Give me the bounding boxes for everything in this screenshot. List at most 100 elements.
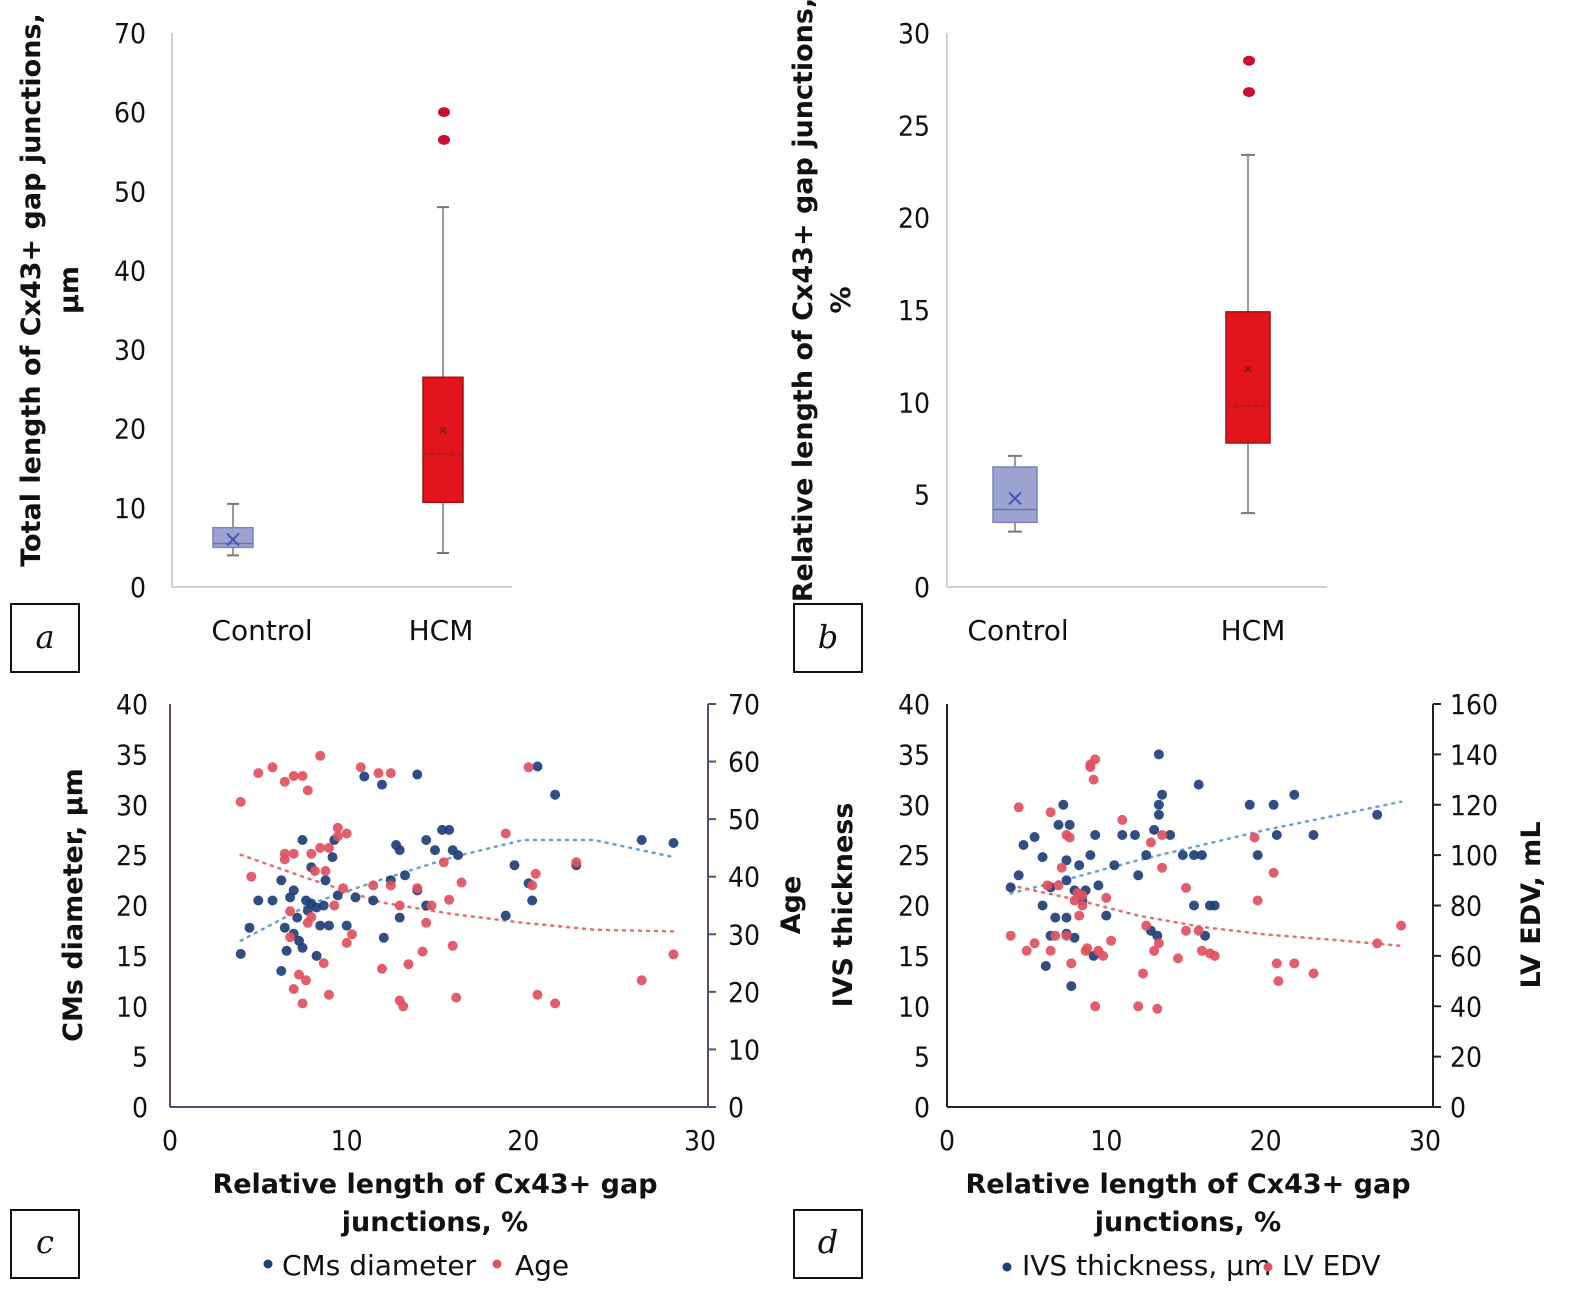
panel-b-y-ticks: 0 5 10 15 20 25 30 bbox=[898, 17, 930, 604]
panel-d-y-right-tick: 0 bbox=[1450, 1091, 1466, 1124]
panel-d-point-lv-edv bbox=[1061, 930, 1072, 941]
outlier-point bbox=[1243, 55, 1255, 66]
panel-a-y-tick: 70 bbox=[114, 17, 146, 50]
panel-c-y-right-tick: 0 bbox=[728, 1091, 744, 1124]
panel-d-point-lv-edv bbox=[1141, 920, 1152, 931]
panel-d-point-ivs-thickness-m bbox=[1069, 932, 1080, 943]
panel-c-point-age bbox=[309, 866, 320, 876]
panel-c-y-right-tick: 10 bbox=[728, 1033, 760, 1066]
panel-d-y-right-tick: 20 bbox=[1450, 1041, 1482, 1074]
panel-c-point-cms-diameter bbox=[281, 945, 292, 956]
panel-c-point-age bbox=[324, 989, 334, 1000]
panel-c-y-left-tick: 35 bbox=[116, 738, 148, 771]
panel-c-point-age bbox=[668, 949, 679, 960]
panel-d-point-lv-edv bbox=[1053, 880, 1064, 891]
panel-c-point-cms-diameter bbox=[341, 920, 352, 931]
panel-c-point-cms-diameter bbox=[297, 835, 308, 845]
panel-d-point-lv-edv bbox=[1249, 832, 1260, 843]
panel-c-x-tick: 20 bbox=[507, 1124, 539, 1157]
panel-d-point-lv-edv bbox=[1308, 968, 1319, 979]
panel-d-point-lv-edv bbox=[1013, 802, 1024, 813]
panel-c-point-age bbox=[306, 848, 317, 859]
panel-c-point-age bbox=[324, 842, 334, 853]
panel-d-point-lv-edv bbox=[1064, 832, 1075, 843]
panel-c-point-age bbox=[341, 828, 352, 839]
panel-d-y-right-label: LV EDV, mL bbox=[1516, 821, 1547, 988]
panel-d-point-lv-edv bbox=[1005, 930, 1016, 941]
panel-c-point-age bbox=[500, 828, 511, 839]
panel-c-point-age bbox=[355, 762, 366, 773]
panel-c-y-right-tick: 20 bbox=[728, 976, 760, 1009]
panel-a-y-label-line1: Total length of Cx43+ gap junctions, bbox=[16, 13, 47, 567]
panel-d-point-lv-edv bbox=[1372, 938, 1383, 949]
panel-d-point-ivs-thickness-m bbox=[1037, 900, 1048, 911]
panel-c-point-age bbox=[412, 883, 423, 894]
panel-d-point-lv-edv bbox=[1268, 867, 1279, 878]
panel-d-point-lv-edv bbox=[1181, 925, 1191, 936]
panel-b-y-tick: 0 bbox=[914, 571, 930, 604]
panel-c-point-age bbox=[288, 984, 299, 994]
panel-d-point-lv-edv bbox=[1042, 880, 1053, 891]
panel-b-y-axis-label: Relative length of Cx43+ gap junctions, … bbox=[788, 0, 857, 602]
panel-d-point-lv-edv bbox=[1273, 976, 1284, 987]
panel-c-point-cms-diameter bbox=[527, 895, 538, 906]
panel-a-category-hcm: HCM bbox=[409, 614, 474, 647]
panel-a-y-tick: 10 bbox=[114, 492, 146, 525]
panel-d-point-ivs-thickness-m bbox=[1153, 799, 1164, 810]
panel-d-point-lv-edv bbox=[1101, 892, 1112, 903]
panel-d-point-ivs-thickness-m bbox=[1050, 912, 1061, 923]
panel-c-point-cms-diameter bbox=[430, 845, 440, 856]
panel-d-point-ivs-thickness-m bbox=[1117, 830, 1128, 840]
panel-c-point-age bbox=[398, 1001, 409, 1012]
panel-d-point-lv-edv bbox=[1074, 910, 1085, 921]
panel-d-point-lv-edv bbox=[1396, 920, 1407, 931]
panel-c-y-left-tick: 10 bbox=[116, 990, 148, 1023]
panel-c-point-age bbox=[571, 857, 582, 868]
panel-c-point-age bbox=[315, 842, 326, 853]
panel-b-category-hcm: HCM bbox=[1221, 614, 1286, 647]
panel-c-point-cms-diameter bbox=[636, 835, 647, 845]
panel-d-point-ivs-thickness-m bbox=[1053, 819, 1064, 830]
panel-c-y-right-tick: 70 bbox=[728, 688, 760, 721]
panel-c-point-age bbox=[288, 771, 299, 781]
panel-c-point-age bbox=[320, 866, 331, 876]
panel-d-point-ivs-thickness-m bbox=[1074, 860, 1085, 871]
panel-d-point-lv-edv bbox=[1149, 945, 1160, 956]
panel-d-x-tick: 0 bbox=[939, 1124, 955, 1157]
outlier-point bbox=[438, 134, 450, 145]
panel-c-point-cms-diameter bbox=[437, 824, 448, 835]
panel-d-points bbox=[1005, 749, 1407, 1014]
panel-d-point-ivs-thickness-m bbox=[1090, 830, 1101, 840]
panel-c-point-cms-diameter bbox=[320, 875, 331, 886]
panel-c-point-cms-diameter bbox=[377, 779, 387, 790]
panel-d-point-ivs-thickness-m bbox=[1189, 850, 1199, 861]
panel-d-legend-marker-ivs bbox=[1002, 1262, 1012, 1272]
panel-c-y-right-label: Age bbox=[776, 876, 807, 935]
panel-c-point-age bbox=[246, 871, 257, 882]
panel-d-point-ivs-thickness-m bbox=[1130, 830, 1140, 840]
panel-b-y-tick: 20 bbox=[898, 202, 930, 235]
panel-b-box-hcm bbox=[1225, 55, 1271, 515]
panel-a-y-tick: 20 bbox=[114, 413, 146, 446]
panel-d-point-ivs-thickness-m bbox=[1244, 799, 1255, 810]
panel-c-point-cms-diameter bbox=[244, 922, 255, 933]
panel-c-x-label-line1: Relative length of Cx43+ gap bbox=[212, 1169, 657, 1200]
panel-d-scatter-chart: IVS thickness LV EDV, mL 0 5 10 15 20 25 30 35 4… bbox=[793, 688, 1547, 1282]
panel-c-point-age bbox=[306, 912, 317, 922]
panel-c-point-age bbox=[377, 963, 387, 974]
panel-a-boxes bbox=[212, 107, 464, 557]
panel-d-point-lv-edv bbox=[1066, 958, 1077, 969]
panel-a-y-ticks: 0 10 20 30 40 50 60 70 bbox=[114, 17, 146, 604]
panel-d-point-lv-edv bbox=[1157, 862, 1168, 873]
panel-c-point-cms-diameter bbox=[550, 789, 561, 800]
panel-c-point-cms-diameter bbox=[235, 948, 246, 959]
panel-d-y-left-tick: 30 bbox=[898, 789, 930, 822]
panel-d-x-label-line2: junctions, % bbox=[1094, 1207, 1281, 1238]
panel-c-point-cms-diameter bbox=[292, 912, 303, 923]
panel-d-point-ivs-thickness-m bbox=[1153, 809, 1164, 820]
panel-b-letter: b bbox=[818, 618, 838, 656]
panel-c-y-left-tick: 5 bbox=[132, 1041, 148, 1074]
panel-c-x-tick: 0 bbox=[162, 1124, 178, 1157]
panel-c-point-age bbox=[294, 969, 304, 980]
panel-c-point-age bbox=[235, 796, 246, 807]
